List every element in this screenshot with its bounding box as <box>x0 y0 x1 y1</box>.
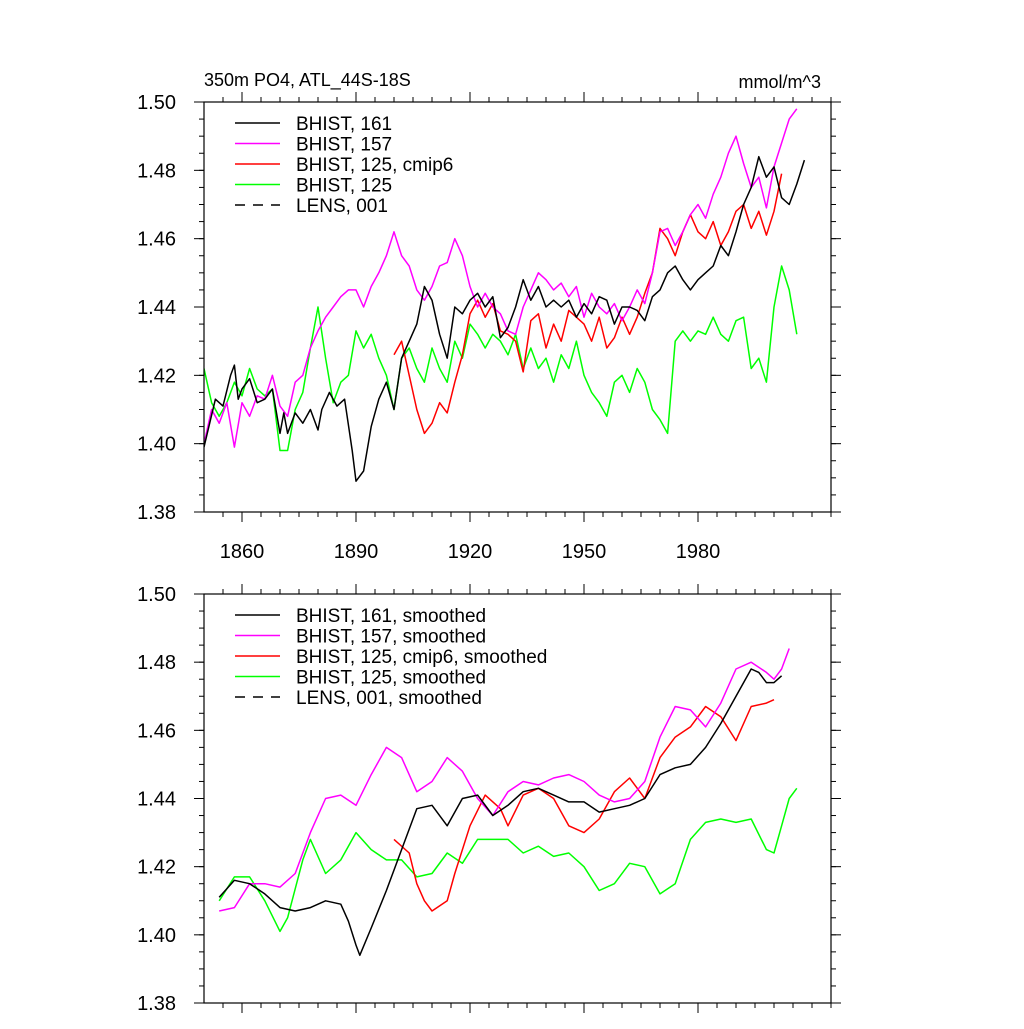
series-line-1 <box>204 155 806 482</box>
series-group <box>218 648 798 957</box>
series-line-2 <box>204 108 798 448</box>
chart-panel-1: 350m PO4, ATL_44S-18S mmol/m^3 1.38 1.40 1.4… <box>137 70 841 563</box>
y-tick-label: 1.48 <box>137 160 176 182</box>
y-tick-label: 1.48 <box>137 652 176 674</box>
legend-label: LENS, 001 <box>296 196 388 217</box>
y-tick-label: 1.46 <box>137 229 176 251</box>
y-tick-label: 1.40 <box>137 925 176 947</box>
series-line-3 <box>393 699 775 912</box>
y-tick-label: 1.50 <box>137 584 176 606</box>
x-tick-label: 1860 <box>220 541 265 563</box>
legend-label: BHIST, 125, cmip6 <box>296 155 453 176</box>
plot-frame <box>203 101 832 513</box>
legend-label: BHIST, 125, smoothed <box>296 668 486 689</box>
series-group <box>204 108 806 482</box>
y-tick-label: 1.40 <box>137 434 176 456</box>
legend-label: BHIST, 157 <box>296 135 392 156</box>
y-tick-label: 1.38 <box>137 993 176 1015</box>
y-tick-label: 1.44 <box>137 297 176 319</box>
y-tick-label: 1.38 <box>137 502 176 524</box>
series-line-3 <box>393 173 783 435</box>
units-label: mmol/m^3 <box>739 72 821 92</box>
y-tick-label: 1.42 <box>137 365 176 387</box>
y-axis: 1.38 1.40 1.42 1.44 1.46 1.48 1.50 <box>137 584 841 1015</box>
x-axis: 1860 1890 1920 1950 1980 <box>220 92 832 563</box>
legend-label: BHIST, 125, cmip6, smoothed <box>296 647 547 668</box>
legend-label: BHIST, 125 <box>296 176 392 197</box>
x-axis <box>222 584 832 1013</box>
legend-label: BHIST, 157, smoothed <box>296 627 486 648</box>
y-tick-label: 1.44 <box>137 789 176 811</box>
y-tick-label: 1.50 <box>137 92 176 114</box>
legend-label: LENS, 001, smoothed <box>296 688 482 709</box>
chart-title: 350m PO4, ATL_44S-18S <box>204 70 411 91</box>
y-tick-label: 1.42 <box>137 857 176 879</box>
x-tick-label: 1920 <box>448 541 493 563</box>
x-tick-label: 1950 <box>562 541 607 563</box>
legend-label: BHIST, 161 <box>296 114 392 135</box>
y-tick-label: 1.46 <box>137 720 176 742</box>
series-line-1 <box>218 668 783 957</box>
plot-frame <box>203 593 832 1004</box>
series-line-4 <box>218 787 798 933</box>
series-line-4 <box>204 265 798 452</box>
chart-panel-2: 1.38 1.40 1.42 1.44 1.46 1.48 1.50 BHIST, 161, … <box>137 584 841 1015</box>
y-axis: 1.38 1.40 1.42 1.44 1.46 1.48 1.50 <box>137 92 841 524</box>
legend-label: BHIST, 161, smoothed <box>296 606 486 627</box>
x-tick-label: 1890 <box>334 541 379 563</box>
x-tick-label: 1980 <box>676 541 721 563</box>
series-line-2 <box>219 648 790 912</box>
